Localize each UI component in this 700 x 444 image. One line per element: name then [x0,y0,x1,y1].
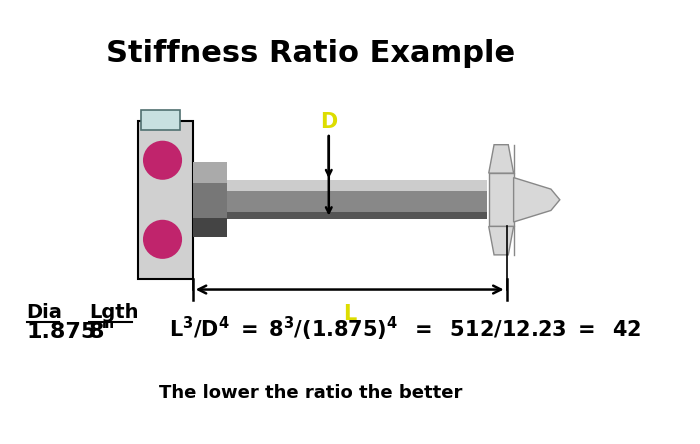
Text: 1.875": 1.875" [27,321,108,341]
Circle shape [143,141,182,180]
Bar [193,180,487,191]
Text: Dia: Dia [27,303,62,322]
Bar [489,173,514,226]
Text: Lgth: Lgth [89,303,139,322]
Text: $\mathbf{L^3/D^4}$$\mathbf{\ =\ 8^3/(1.875)^4}$$\mathbf{\ \ =\ \ 512/12.23\ =\ \: $\mathbf{L^3/D^4}$$\mathbf{\ =\ 8^3/(1.8… [169,315,641,343]
Text: 8": 8" [89,321,116,341]
Text: L: L [343,304,356,324]
Bar [193,180,487,219]
Bar [193,218,227,237]
Text: Stiffness Ratio Example: Stiffness Ratio Example [106,39,516,67]
Bar [193,163,227,183]
Bar [193,213,487,219]
Text: D: D [320,112,337,132]
Polygon shape [514,178,560,222]
Polygon shape [489,145,514,173]
Circle shape [143,220,182,259]
Polygon shape [489,226,514,255]
Bar [193,163,227,237]
Bar [138,121,192,279]
Bar [141,110,181,130]
Text: The lower the ratio the better: The lower the ratio the better [160,385,463,403]
